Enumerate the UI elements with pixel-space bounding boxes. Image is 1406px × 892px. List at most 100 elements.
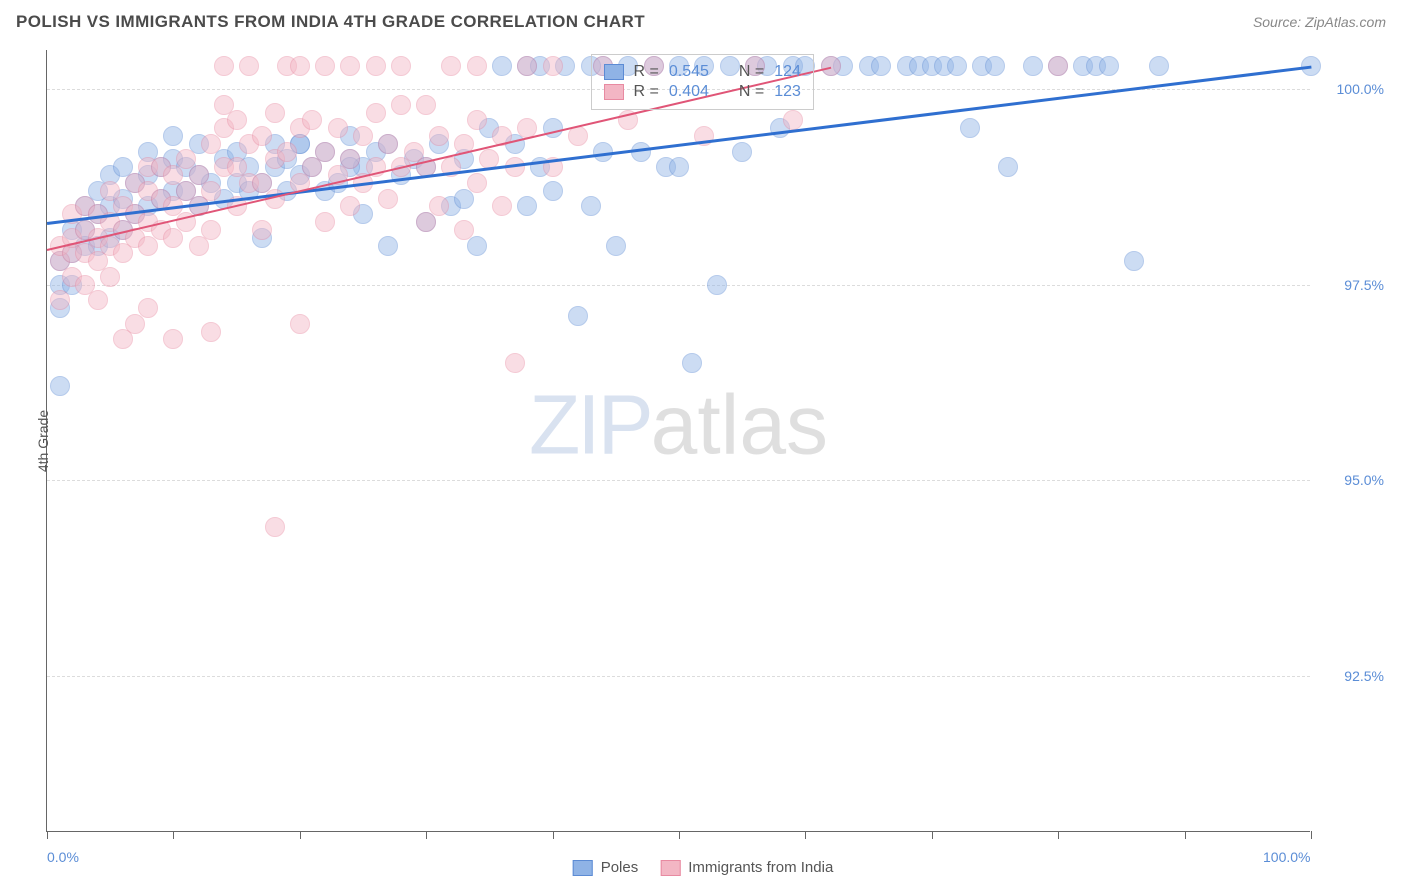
legend-n-value: 123 — [774, 83, 801, 101]
legend-r-label: R = — [634, 83, 659, 101]
legend-item-poles: Poles — [573, 859, 639, 876]
data-point — [543, 181, 563, 201]
data-point — [290, 56, 310, 76]
data-point — [252, 220, 272, 240]
swatch-india — [660, 860, 680, 876]
data-point — [517, 196, 537, 216]
data-point — [429, 126, 449, 146]
data-point — [543, 56, 563, 76]
data-point — [378, 236, 398, 256]
data-point — [391, 56, 411, 76]
data-point — [960, 118, 980, 138]
data-point — [340, 56, 360, 76]
legend-label-poles: Poles — [601, 859, 639, 876]
data-point — [543, 118, 563, 138]
gridline — [47, 480, 1310, 481]
data-point — [429, 196, 449, 216]
data-point — [568, 306, 588, 326]
data-point — [1124, 251, 1144, 271]
chart-source: Source: ZipAtlas.com — [1253, 14, 1386, 30]
data-point — [265, 517, 285, 537]
x-tick — [1058, 831, 1059, 839]
data-point — [1048, 56, 1068, 76]
data-point — [1023, 56, 1043, 76]
data-point — [214, 56, 234, 76]
data-point — [416, 95, 436, 115]
legend-r-label: R = — [634, 63, 659, 81]
legend-label-india: Immigrants from India — [688, 859, 833, 876]
data-point — [505, 353, 525, 373]
y-tick-label: 95.0% — [1344, 472, 1384, 488]
gridline — [47, 676, 1310, 677]
data-point — [467, 173, 487, 193]
legend-row: R = 0.404 N = 123 — [604, 83, 801, 101]
legend-n-value: 124 — [774, 63, 801, 81]
data-point — [315, 56, 335, 76]
data-point — [669, 157, 689, 177]
data-point — [315, 212, 335, 232]
data-point — [492, 56, 512, 76]
data-point — [732, 142, 752, 162]
data-point — [353, 126, 373, 146]
data-point — [492, 196, 512, 216]
data-point — [1149, 56, 1169, 76]
data-point — [265, 103, 285, 123]
data-point — [467, 110, 487, 130]
y-tick-label: 100.0% — [1337, 81, 1384, 97]
data-point — [378, 134, 398, 154]
chart-header: POLISH VS IMMIGRANTS FROM INDIA 4TH GRAD… — [0, 0, 1406, 40]
data-point — [998, 157, 1018, 177]
data-point — [50, 376, 70, 396]
data-point — [606, 236, 626, 256]
data-point — [366, 103, 386, 123]
x-tick — [805, 831, 806, 839]
legend-row: R = 0.545 N = 124 — [604, 63, 801, 81]
x-tick — [1311, 831, 1312, 839]
data-point — [315, 142, 335, 162]
watermark: ZIPatlas — [529, 376, 828, 473]
data-point — [50, 290, 70, 310]
data-point — [821, 56, 841, 76]
data-point — [682, 353, 702, 373]
data-point — [239, 56, 259, 76]
plot-area: ZIPatlas 92.5%95.0%97.5%100.0%0.0%100.0%… — [46, 50, 1310, 832]
data-point — [467, 236, 487, 256]
data-point — [201, 322, 221, 342]
legend-r-value: 0.545 — [669, 63, 709, 81]
gridline — [47, 285, 1310, 286]
legend-swatch — [604, 84, 624, 100]
data-point — [517, 56, 537, 76]
legend-swatch — [604, 64, 624, 80]
data-point — [947, 56, 967, 76]
data-point — [252, 126, 272, 146]
x-tick — [426, 831, 427, 839]
data-point — [302, 110, 322, 130]
data-point — [328, 118, 348, 138]
data-point — [467, 56, 487, 76]
data-point — [277, 142, 297, 162]
data-point — [201, 220, 221, 240]
data-point — [871, 56, 891, 76]
data-point — [707, 275, 727, 295]
x-tick — [173, 831, 174, 839]
data-point — [340, 149, 360, 169]
data-point — [88, 290, 108, 310]
data-point — [138, 298, 158, 318]
data-point — [985, 56, 1005, 76]
data-point — [441, 56, 461, 76]
data-point — [163, 329, 183, 349]
legend-n-label: N = — [739, 63, 764, 81]
data-point — [290, 314, 310, 334]
data-point — [100, 267, 120, 287]
y-tick-label: 97.5% — [1344, 277, 1384, 293]
x-tick — [679, 831, 680, 839]
x-tick — [1185, 831, 1186, 839]
data-point — [214, 95, 234, 115]
legend-n-label: N = — [739, 83, 764, 101]
y-tick-label: 92.5% — [1344, 668, 1384, 684]
data-point — [454, 220, 474, 240]
data-point — [783, 110, 803, 130]
data-point — [391, 95, 411, 115]
legend-r-value: 0.404 — [669, 83, 709, 101]
legend-bottom: Poles Immigrants from India — [573, 859, 834, 876]
